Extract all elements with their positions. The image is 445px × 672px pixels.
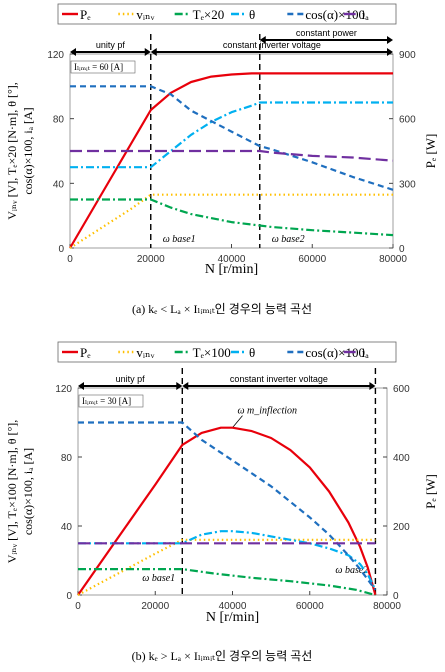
- legend-label: cos(α)×100: [305, 345, 365, 360]
- y-axis-label-left: Vᵢₙᵥ [V], Tₑ×100 [N·m], θ [°],: [5, 420, 19, 564]
- x-tick-label: 40000: [219, 601, 247, 612]
- y-tick-label-left: 120: [47, 50, 64, 61]
- base-speed-label: ω base1: [142, 573, 175, 584]
- legend-label: iₐ: [362, 345, 370, 360]
- series-line: [70, 198, 394, 237]
- y-axis-label-left-line2: cos(α)×100, iₐ [A]: [21, 107, 35, 194]
- series-line: [70, 101, 393, 169]
- legend-label: vᵢₙᵥ: [136, 7, 154, 22]
- y-tick-label-right: 0: [399, 244, 405, 255]
- base-speed-label: ω base2: [335, 565, 368, 576]
- x-tick-label: 40000: [218, 254, 246, 265]
- region-label: unity pf: [116, 374, 146, 384]
- x-tick-label: 80000: [373, 601, 401, 612]
- legend-label: θ: [249, 345, 255, 360]
- series-line: [78, 421, 377, 591]
- y-tick-label-right: 0: [393, 591, 399, 602]
- x-axis-label: N [r/min]: [206, 610, 259, 625]
- y-axis-label-left-line2: cos(α)×100, iₐ [A]: [21, 448, 35, 535]
- x-tick-label: 60000: [296, 601, 324, 612]
- legend-label: iₐ: [362, 7, 370, 22]
- plot-area: [77, 387, 388, 596]
- limit-label: Iₗᵢₘᵢₜ = 30 [A]: [82, 396, 131, 406]
- figure-caption: (b) kₑ > Lₐ × Iₗᵢₘᵢₜ인 경우의 능력 곡선: [132, 649, 313, 663]
- limit-label: Iₗᵢₘᵢₜ = 60 [A]: [74, 62, 123, 72]
- base-speed-label: ω base1: [163, 234, 196, 245]
- region-label: constant inverter voltage: [223, 40, 321, 50]
- series-line: [77, 538, 376, 596]
- legend-label: Tₑ×100: [193, 345, 231, 360]
- legend-label: θ: [249, 7, 255, 22]
- limit-box: [70, 60, 136, 74]
- y-tick-label-right: 600: [393, 384, 410, 395]
- x-axis-label: N [r/min]: [205, 262, 258, 277]
- legend-label: Pₑ: [80, 7, 91, 22]
- y-tick-label-right: 200: [393, 522, 410, 533]
- x-tick-label: 0: [75, 601, 81, 612]
- limit-box: [78, 394, 144, 408]
- y-tick-label-right: 300: [399, 179, 416, 190]
- legend-box: [57, 3, 397, 25]
- y-axis-label-right: Pₑ [W]: [423, 474, 438, 509]
- figure-caption: (a) kₑ < Lₐ × Iₗᵢₘᵢₜ인 경우의 능력 곡선: [132, 302, 312, 316]
- y-tick-label-right: 400: [393, 453, 410, 464]
- legend-label: Tₑ×20: [193, 7, 225, 22]
- region-label: constant power: [296, 28, 357, 38]
- legend-box: [57, 341, 397, 363]
- x-tick-label: 0: [67, 254, 73, 265]
- series-line: [70, 149, 394, 162]
- y-tick-label-left: 80: [61, 453, 73, 464]
- y-tick-label-right: 900: [399, 50, 416, 61]
- y-tick-label-right: 600: [399, 115, 416, 126]
- region-label: constant inverter voltage: [230, 374, 328, 384]
- y-tick-label-left: 40: [53, 179, 65, 190]
- x-tick-label: 20000: [137, 254, 165, 265]
- base-speed-label: ω base2: [272, 234, 305, 245]
- y-tick-label-left: 120: [55, 384, 72, 395]
- series-line: [70, 85, 394, 191]
- y-tick-label-left: 0: [66, 591, 72, 602]
- annotation-label: ω m_inflection: [238, 406, 298, 417]
- x-tick-label: 60000: [298, 254, 326, 265]
- legend-label: vᵢₙᵥ: [136, 345, 154, 360]
- region-label: unity pf: [96, 40, 126, 50]
- series-line: [69, 72, 393, 249]
- y-tick-label-left: 40: [61, 522, 73, 533]
- legend-label: Pₑ: [80, 345, 91, 360]
- x-tick-label: 20000: [141, 601, 169, 612]
- y-tick-label-left: 80: [53, 115, 65, 126]
- y-axis-label-left: Vᵢₙᵥ [V], Tₑ×20 [N·m], θ [°],: [5, 82, 19, 220]
- series-line: [77, 426, 377, 596]
- legend-label: cos(α)×100: [305, 7, 365, 22]
- y-axis-label-right: Pₑ [W]: [423, 134, 438, 169]
- y-tick-label-left: 0: [58, 244, 64, 255]
- series-line: [78, 568, 376, 597]
- x-tick-label: 80000: [379, 254, 407, 265]
- annotation-leader: [232, 415, 243, 428]
